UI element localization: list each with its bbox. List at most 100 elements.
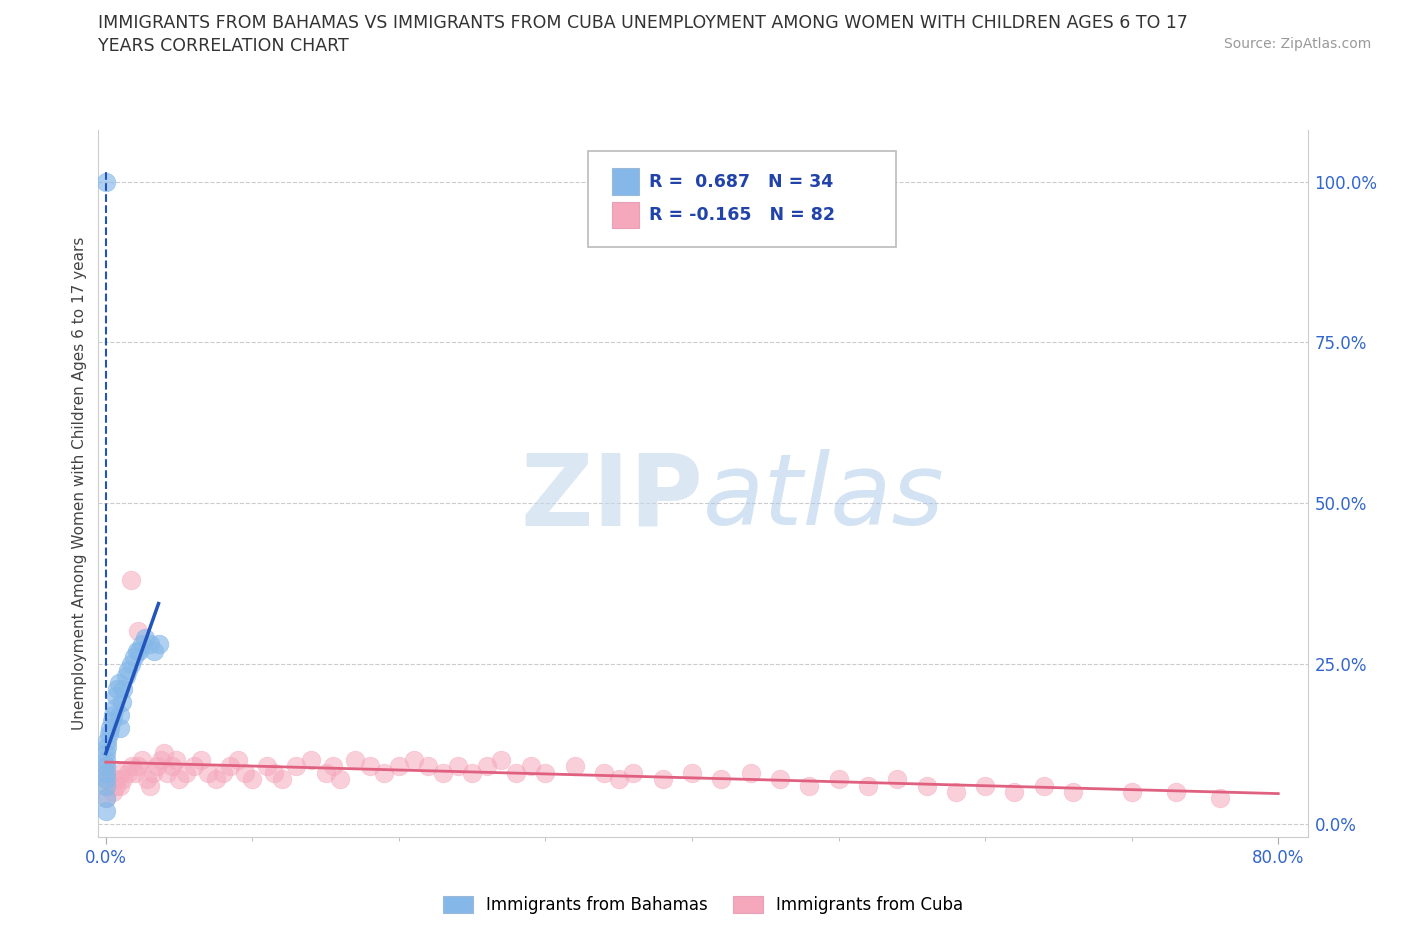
Point [110,708,132,723]
Point [827,772,849,787]
Point [125,644,148,658]
Point [94,174,117,189]
Y-axis label: Unemployment Among Women with Children Ages 6 to 17 years: Unemployment Among Women with Children A… [72,237,87,730]
Point [1004,785,1026,800]
Point [156,765,179,780]
Point [94,746,117,761]
Point [115,669,138,684]
Point [94,759,117,774]
Point [1164,785,1187,800]
Point [432,765,454,780]
Point [402,752,425,767]
Point [112,772,135,787]
Point [117,765,139,780]
Point [740,765,762,780]
Point [110,721,132,736]
Point [138,778,160,793]
Point [564,759,586,774]
Point [120,573,142,588]
Point [418,759,440,774]
Point [710,772,733,787]
Point [122,650,145,665]
Point [219,759,242,774]
Point [120,656,142,671]
Point [607,772,630,787]
Point [165,752,187,767]
Point [107,682,129,697]
Point [1208,791,1230,806]
Point [94,772,117,787]
Point [142,765,165,780]
Point [94,778,117,793]
Point [127,759,149,774]
Point [94,759,117,774]
Point [915,778,938,793]
Point [593,765,616,780]
Point [143,644,166,658]
Text: R = -0.165   N = 82: R = -0.165 N = 82 [648,206,835,224]
Legend: Immigrants from Bahamas, Immigrants from Cuba: Immigrants from Bahamas, Immigrants from… [436,889,970,921]
Point [263,765,285,780]
Point [475,759,498,774]
Point [359,759,381,774]
Point [799,778,821,793]
FancyBboxPatch shape [613,202,638,229]
Point [138,637,160,652]
Point [112,682,135,697]
Point [94,752,117,767]
Point [190,752,212,767]
Point [520,759,543,774]
FancyBboxPatch shape [613,168,638,195]
Point [96,739,118,754]
Point [131,752,153,767]
Point [101,785,124,800]
Point [651,772,673,787]
Point [135,772,157,787]
Point [461,765,484,780]
Point [101,708,124,723]
Point [131,637,153,652]
Point [256,759,278,774]
Point [94,791,117,806]
Text: R =  0.687   N = 34: R = 0.687 N = 34 [648,173,832,191]
Point [945,785,967,800]
Point [505,765,527,780]
Point [373,765,395,780]
Point [167,772,190,787]
Point [127,624,149,639]
Point [160,759,183,774]
Point [176,765,198,780]
Point [299,752,322,767]
Point [110,778,132,793]
Point [681,765,703,780]
Point [240,772,263,787]
Point [94,804,117,818]
Point [270,772,292,787]
Point [107,772,129,787]
Point [124,765,146,780]
Point [329,772,352,787]
Point [204,772,226,787]
Point [388,759,411,774]
Point [110,765,132,780]
Point [233,765,256,780]
Point [96,733,118,748]
Point [148,637,170,652]
Point [94,772,117,787]
Point [146,759,169,774]
Point [226,752,249,767]
Point [121,759,143,774]
Point [534,765,557,780]
Point [343,752,366,767]
Text: YEARS CORRELATION CHART: YEARS CORRELATION CHART [98,37,349,55]
Text: atlas: atlas [703,449,945,546]
Text: IMMIGRANTS FROM BAHAMAS VS IMMIGRANTS FROM CUBA UNEMPLOYMENT AMONG WOMEN WITH CH: IMMIGRANTS FROM BAHAMAS VS IMMIGRANTS FR… [98,14,1188,32]
Point [94,791,117,806]
Point [322,759,344,774]
Point [105,778,128,793]
Point [491,752,513,767]
Point [856,778,879,793]
Point [98,721,121,736]
Point [446,759,468,774]
Point [150,752,173,767]
